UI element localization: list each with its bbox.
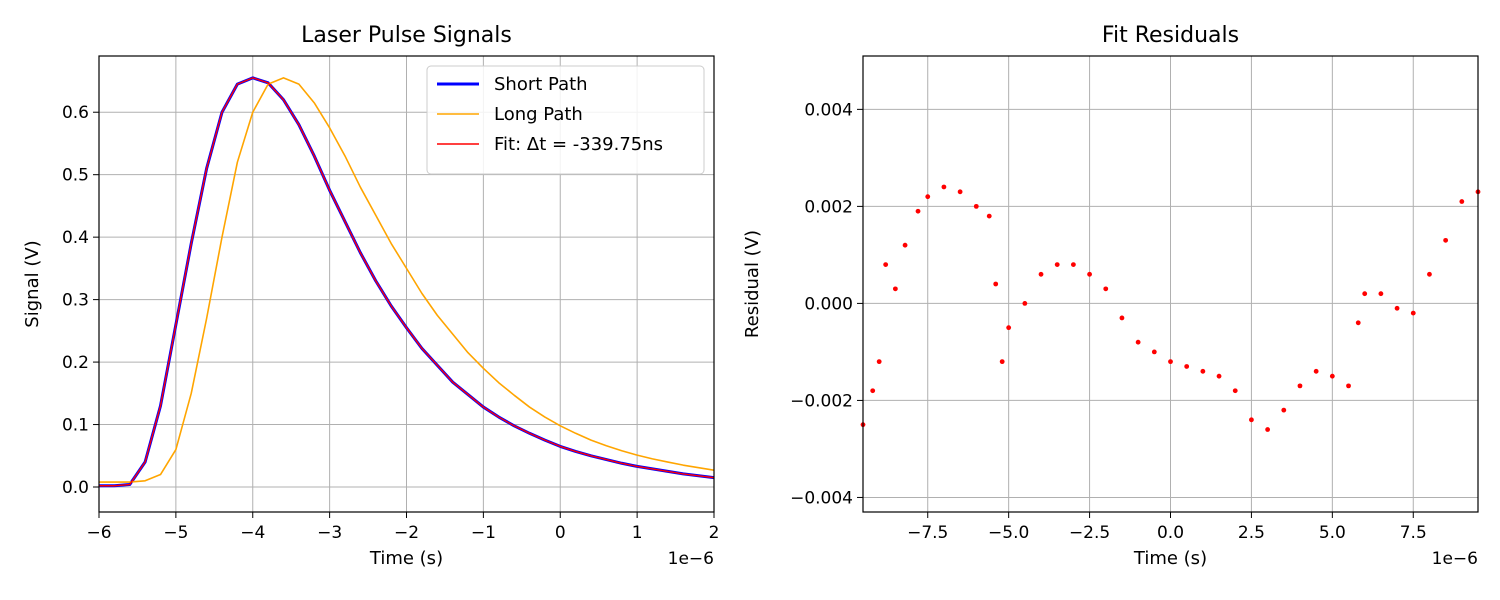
x-tick-label: 0.0: [1157, 523, 1184, 543]
residual-point: [870, 388, 876, 394]
x-tick-label: −6: [86, 523, 111, 543]
y-tick-label: 0.5: [62, 166, 89, 186]
y-tick-label: 0.6: [62, 103, 89, 123]
x-tick-label: −2.5: [1069, 523, 1110, 543]
residual-point: [999, 359, 1005, 365]
x-tick-label: −3: [317, 523, 342, 543]
residual-point: [1362, 291, 1368, 297]
x-tick-label: 2: [709, 523, 720, 543]
residual-point: [973, 203, 979, 209]
legend-box: [426, 65, 705, 175]
residual-point: [1135, 339, 1141, 345]
y-tick-label: 0.1: [62, 416, 89, 436]
residual-point: [1119, 315, 1125, 321]
residual-point: [1378, 291, 1384, 297]
residual-point: [1394, 305, 1400, 311]
residual-point: [1184, 364, 1190, 369]
right-chart-grid: [863, 56, 1478, 512]
y-tick-label: 0.3: [62, 291, 89, 311]
residual-point: [1038, 271, 1044, 277]
y-tick-label: 0.002: [804, 197, 853, 217]
residual-point: [1427, 271, 1432, 277]
right-chart-points: [860, 184, 1481, 432]
residual-point: [1006, 325, 1012, 331]
x-tick-label: 5.0: [1319, 523, 1346, 543]
x-tick-label: −7.5: [907, 523, 948, 543]
left-chart-ylabel: Signal (V): [22, 240, 43, 327]
residual-point: [1346, 383, 1351, 389]
x-tick-label: −5.0: [988, 523, 1029, 543]
residual-point: [1443, 237, 1449, 243]
x-tick-label: 1: [632, 523, 643, 543]
x-tick-label: 2.5: [1238, 523, 1265, 543]
long-path-line: [99, 77, 714, 483]
residual-point: [1313, 368, 1319, 374]
right-chart-xlabel: Time (s): [1133, 548, 1207, 569]
residual-point: [1355, 320, 1361, 326]
residual-point: [1087, 271, 1092, 277]
residual-point: [892, 286, 898, 292]
left-chart-series: [99, 76, 714, 488]
residual-point: [957, 189, 963, 195]
residual-point: [1232, 388, 1238, 394]
residual-point: [883, 262, 889, 267]
left-chart-xlabel: Time (s): [369, 548, 443, 569]
residual-point: [1022, 301, 1028, 306]
fit-line: [99, 77, 714, 487]
residual-point: [902, 242, 908, 248]
right-chart: −7.5 −5.0 −2.5 0.0 2.5 5.0 7.5 −0.004 −0.002 0.00…: [742, 23, 1481, 569]
left-chart-title: Laser Pulse Signals: [301, 23, 512, 48]
x-tick-label: −4: [240, 523, 265, 543]
residual-point: [1281, 407, 1287, 413]
residual-point: [876, 359, 882, 365]
right-chart-title: Fit Residuals: [1102, 23, 1239, 48]
left-chart-legend: Short Path Long Path Fit: Δt = -339.75ns: [426, 65, 705, 175]
residual-point: [1103, 286, 1109, 292]
left-chart-ticks: −6 −5 −4 −3 −2 −1 0 1 2 0.0 0.1 0.2 0.3 0.4 0.5 0.6: [62, 103, 719, 543]
x-tick-label: 0: [555, 523, 566, 543]
legend-label: Long Path: [494, 104, 583, 125]
residual-point: [986, 213, 992, 219]
residual-point: [1200, 368, 1206, 374]
y-tick-label: 0.2: [62, 353, 89, 373]
legend-label: Fit: Δt = -339.75ns: [494, 134, 663, 155]
right-chart-x-offset: 1e−6: [1432, 549, 1478, 569]
x-tick-label: −2: [394, 523, 419, 543]
residual-point: [915, 208, 921, 214]
residual-point: [1410, 310, 1416, 316]
x-tick-label: −5: [163, 523, 188, 543]
left-chart: −6 −5 −4 −3 −2 −1 0 1 2 0.0 0.1 0.2 0.3 0.4 0.5 0.6 Las…: [22, 23, 719, 569]
residual-point: [1216, 373, 1222, 379]
residual-point: [1054, 262, 1060, 267]
right-chart-ylabel: Residual (V): [742, 230, 763, 338]
residual-point: [1070, 262, 1076, 267]
y-tick-label: 0.4: [62, 228, 89, 248]
y-tick-label: 0.0: [62, 478, 89, 498]
residual-point: [1249, 417, 1254, 423]
left-chart-x-offset: 1e−6: [668, 549, 714, 569]
y-tick-label: 0.000: [804, 294, 853, 314]
legend-label: Short Path: [494, 74, 588, 95]
residual-point: [1168, 359, 1173, 365]
residual-point: [1459, 199, 1465, 204]
right-chart-ticks: −7.5 −5.0 −2.5 0.0 2.5 5.0 7.5 −0.004 −0.002 0.00…: [790, 100, 1427, 543]
y-tick-label: 0.004: [804, 100, 853, 120]
residual-point: [1329, 373, 1335, 379]
residual-point: [993, 281, 999, 287]
residual-point: [925, 194, 931, 200]
residual-point: [1297, 383, 1303, 389]
residual-point: [1151, 349, 1157, 355]
y-tick-label: −0.002: [790, 391, 853, 411]
x-tick-label: −1: [471, 523, 496, 543]
residual-point: [1265, 427, 1271, 432]
residual-point: [941, 184, 947, 190]
y-tick-label: −0.004: [790, 488, 853, 508]
x-tick-label: 7.5: [1400, 523, 1427, 543]
